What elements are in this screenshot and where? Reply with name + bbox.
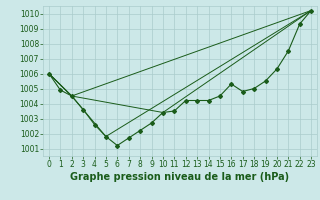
X-axis label: Graphe pression niveau de la mer (hPa): Graphe pression niveau de la mer (hPa) bbox=[70, 172, 290, 182]
